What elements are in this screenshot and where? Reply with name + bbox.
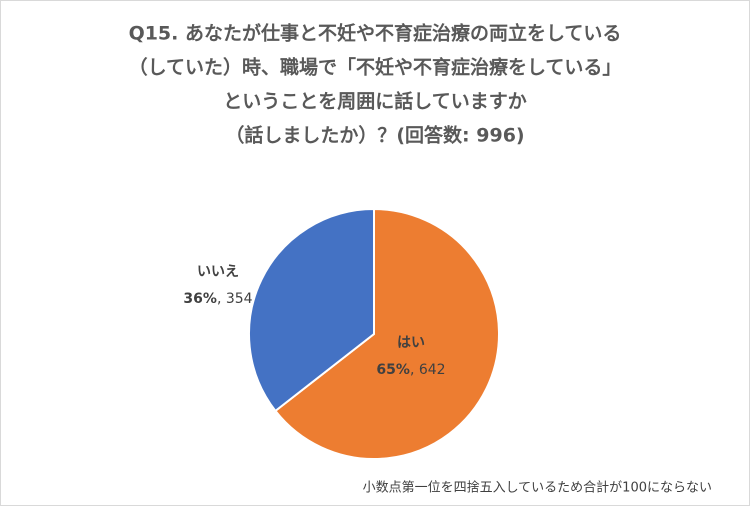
title-line: （していた）時、職場で「不妊や不育症治療をしている」 [129,56,622,79]
title-line: （話しましたか）？(回答数: 996) [225,124,524,147]
label-separator: , [410,362,419,378]
title-line: Q15. あなたが仕事と不妊や不育症治療の両立をしている [129,22,622,45]
slice-category: はい [397,335,425,351]
chart-title: Q15. あなたが仕事と不妊や不育症治療の両立をしている （していた）時、職場で「… [129,22,622,147]
pie-slice [248,207,375,413]
label-separator: , [217,291,226,307]
percent-label: 65% [376,362,410,378]
percent-label: 36% [183,291,217,307]
slice-category: いいえ [197,264,239,280]
pie: はい 65%, 642 いいえ 36%, 354 [183,207,500,460]
pie-slice [274,207,500,460]
title-line: ということを周囲に話していますか [223,90,526,113]
slice-value-label: 65%, 642 [376,362,445,378]
count-label: 642 [419,362,446,378]
slice-value-label: 36%, 354 [183,291,252,307]
note: 小数点第一位を四捨五入しているため合計が100にならない [363,480,712,496]
count-label: 354 [226,291,253,307]
